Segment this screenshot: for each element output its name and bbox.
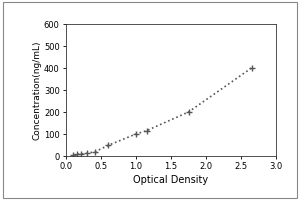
- X-axis label: Optical Density: Optical Density: [134, 175, 208, 185]
- Y-axis label: Concentration(ng/mL): Concentration(ng/mL): [32, 40, 41, 140]
